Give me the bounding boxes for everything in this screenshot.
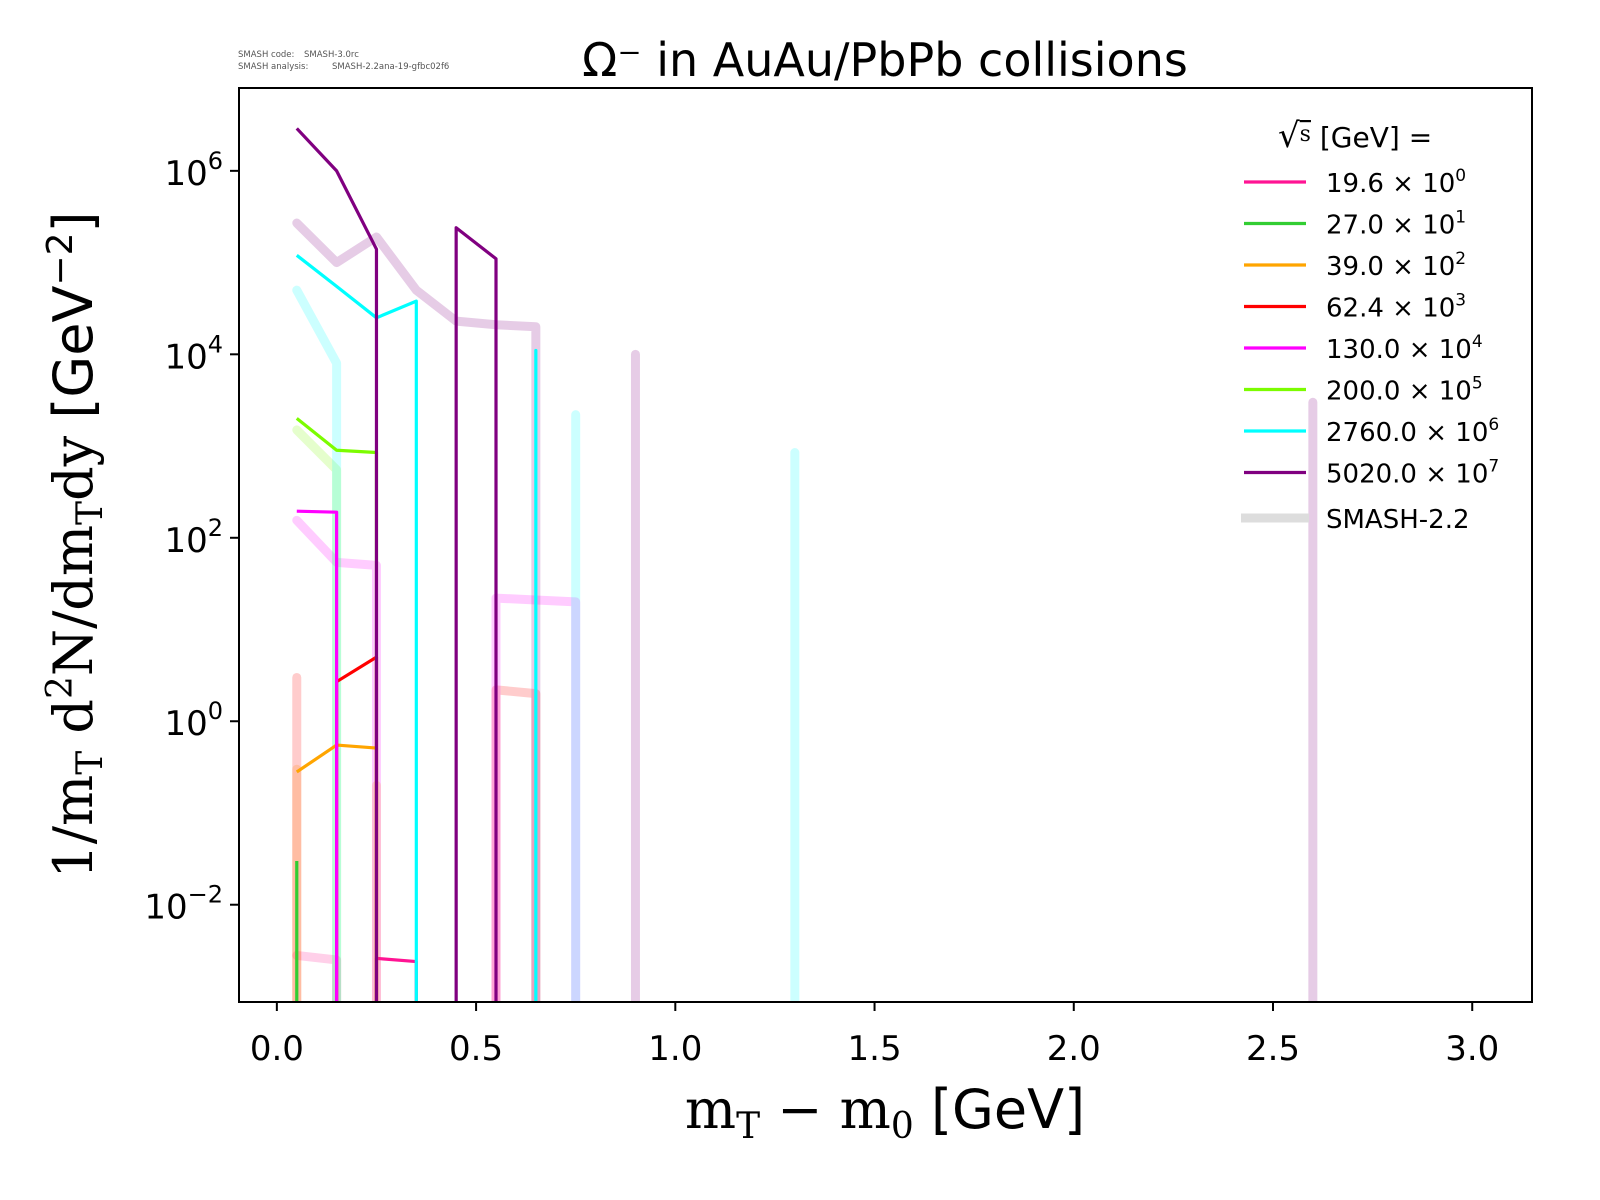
- legend-entry-exponent: 4: [1472, 332, 1483, 352]
- legend-entry-value: 5020.0 × 10: [1326, 460, 1488, 490]
- y-tick-label: 10−2: [144, 881, 223, 928]
- analysis-label: SMASH analysis:: [238, 62, 308, 72]
- analysis-value: SMASH-2.2ana-19-gfbc02f6: [332, 62, 449, 72]
- legend-entry-exponent: 6: [1488, 415, 1499, 435]
- y-tick-base: 10: [164, 521, 207, 561]
- series-line-130.0: [296, 509, 339, 1002]
- y-tick-base: 10: [164, 704, 207, 744]
- y-tick-base: 10: [164, 337, 207, 377]
- y-label-unit: [GeV: [42, 286, 105, 436]
- series-line-5020.0: [454, 226, 498, 1002]
- legend-entry-value: 2760.0 × 10: [1326, 418, 1488, 448]
- legend-entry-value: 130.0 × 10: [1326, 335, 1472, 365]
- legend-title: √s [GeV] =: [1278, 116, 1432, 156]
- y-label-p1: 1/m: [42, 775, 105, 879]
- legend-entry-19.6: 19.6 × 100: [1326, 166, 1466, 199]
- y-label-p2: d: [42, 699, 105, 751]
- legend-entry-value: 19.6 × 10: [1326, 169, 1455, 199]
- smash22-lines: [292, 218, 1318, 1002]
- y-label-sup: 2: [40, 676, 81, 699]
- x-tick-label: 2.5: [1246, 1029, 1300, 1069]
- legend-entry-200.0: 200.0 × 105: [1326, 374, 1483, 407]
- y-tick-exponent: −2: [188, 881, 223, 909]
- legend-entry-62.4: 62.4 × 103: [1326, 291, 1466, 324]
- series-line-19.6: [374, 956, 418, 1002]
- smash22-line-2760.0: [292, 285, 342, 1002]
- x-tick-label: 3.0: [1445, 1029, 1499, 1069]
- y-tick-base: 10: [144, 888, 187, 928]
- series-line-5020.0: [295, 127, 379, 1002]
- y-label-unit-sup: −2: [40, 233, 81, 286]
- legend-entry-39.0: 39.0 × 102: [1326, 249, 1466, 282]
- legend-entry-exponent: 2: [1455, 249, 1466, 269]
- x-tick-label: 2.0: [1047, 1029, 1101, 1069]
- legend-entry-exponent: 7: [1488, 457, 1499, 477]
- code-label: SMASH code:: [238, 50, 294, 60]
- legend-entry-exponent: 1: [1455, 208, 1466, 228]
- legend-entry-27.0: 27.0 × 101: [1326, 208, 1466, 241]
- code-value: SMASH-3.0rc: [304, 50, 359, 60]
- x-label-minus: − m: [760, 1078, 891, 1141]
- y-tick-label: 100: [164, 697, 223, 744]
- x-label-unit: [GeV]: [914, 1078, 1085, 1141]
- x-tick-label: 1.0: [648, 1029, 702, 1069]
- y-label-p4: dy: [42, 435, 105, 501]
- x-axis-label: mT − m0 [GeV]: [685, 1078, 1085, 1147]
- legend-entry-2760.0: 2760.0 × 106: [1326, 415, 1499, 448]
- x-tick-label: 1.5: [848, 1029, 902, 1069]
- chart-title: Ω⁻ in AuAu/PbPb collisions: [582, 33, 1188, 87]
- legend-entry-value: 39.0 × 10: [1326, 252, 1455, 282]
- legend: √s [GeV] = 19.6 × 100 27.0 × 101 39.0 × 10…: [1241, 116, 1499, 535]
- smash22-line-62.4: [491, 685, 541, 1002]
- legend-entry-value: 27.0 × 10: [1326, 211, 1455, 241]
- y-label-s2: T: [70, 501, 111, 525]
- x-label-sub2: 0: [891, 1106, 914, 1147]
- legend-entry-value: 62.4 × 10: [1326, 294, 1455, 324]
- y-tick-exponent: 4: [208, 330, 223, 358]
- legend-entry-value: 200.0 × 10: [1326, 377, 1472, 407]
- legend-title-s: s: [1300, 122, 1311, 147]
- y-axis-label: 1/mT d2N/dmTdy [GeV−2]: [40, 211, 111, 878]
- x-tick-label: 0.5: [449, 1029, 503, 1069]
- smash-version-info: SMASH code: SMASH-3.0rc SMASH analysis: …: [238, 50, 449, 72]
- x-tick-label: 0.0: [250, 1029, 304, 1069]
- x-axis: 0.0 0.5 1.0 1.5 2.0 2.5 3.0: [250, 1002, 1499, 1069]
- y-label-s1: T: [70, 751, 111, 775]
- smash22-line-5020.0: [292, 218, 541, 1002]
- y-tick-exponent: 0: [208, 697, 223, 725]
- series-line-62.4: [335, 655, 379, 1002]
- series-line-2760.0: [295, 254, 418, 1002]
- y-tick-exponent: 2: [208, 514, 223, 542]
- legend-title-sqrt: √: [1278, 116, 1300, 156]
- smash22-line-19.6: [292, 950, 342, 1002]
- y-tick-exponent: 6: [208, 147, 223, 175]
- legend-entry-smash22: SMASH-2.2: [1326, 505, 1470, 535]
- x-label-m: m: [685, 1078, 736, 1141]
- plot-frame: [238, 87, 1533, 1003]
- simulation-lines: [295, 127, 538, 1002]
- legend-entry-5020.0: 5020.0 × 107: [1326, 457, 1499, 490]
- legend-entry-exponent: 3: [1455, 291, 1466, 311]
- smash22-line-200.0: [292, 425, 342, 1002]
- y-tick-label: 106: [164, 147, 223, 194]
- x-label-sub: T: [736, 1106, 760, 1147]
- y-label-p3: N/dm: [42, 525, 105, 676]
- legend-entry-130.0: 130.0 × 104: [1326, 332, 1483, 365]
- y-label-unit-end: ]: [42, 211, 105, 232]
- y-tick-label: 102: [164, 514, 223, 561]
- legend-entry-exponent: 0: [1455, 166, 1466, 186]
- y-tick-label: 104: [164, 330, 223, 377]
- legend-title-rest: [GeV] =: [1311, 121, 1432, 154]
- legend-entry-exponent: 5: [1472, 374, 1483, 394]
- y-tick-base: 10: [164, 154, 207, 194]
